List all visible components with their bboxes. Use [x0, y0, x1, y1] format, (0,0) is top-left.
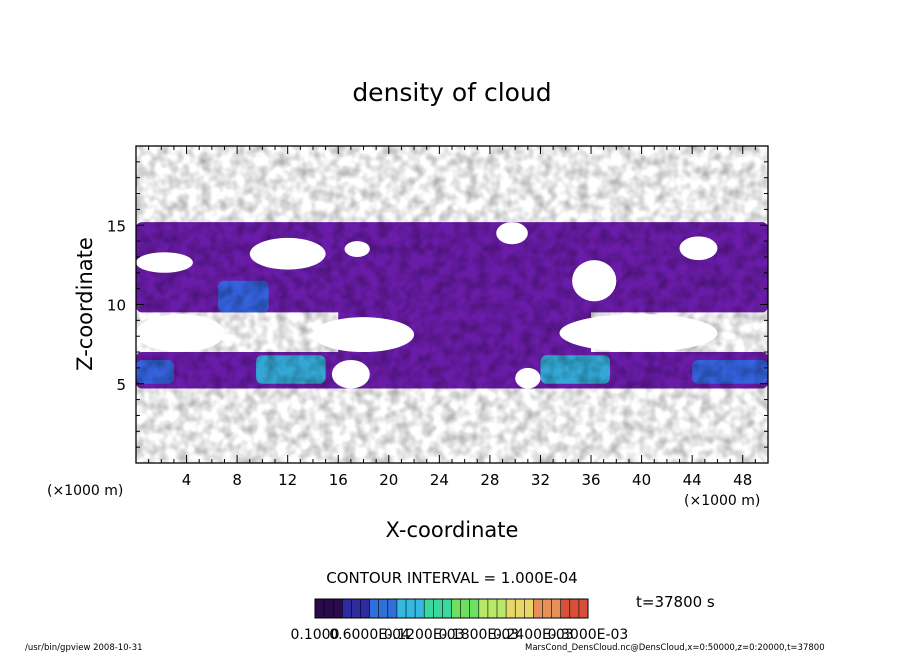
clear-gap-6: [344, 241, 370, 257]
colorbar-frame: [314, 598, 589, 619]
clear-gap-8: [572, 260, 617, 302]
x-tick-label: 44: [683, 471, 702, 489]
colorbar-label: 0.1800E-03: [438, 627, 519, 643]
colorbar-swatch: [460, 599, 470, 618]
colorbar-swatch: [542, 599, 552, 618]
x-axis: 4 8 12 16 20 24 28 32 36 40 44 48: [148, 146, 756, 489]
time-label: t=37800 s: [636, 593, 715, 611]
clear-gap-1: [312, 317, 415, 353]
colorbar-swatch: [360, 599, 370, 618]
clear-gap-10: [136, 252, 193, 273]
colorbar-swatch: [478, 599, 489, 618]
colorbar-swatch: [560, 599, 571, 618]
clear-gap-3: [331, 359, 370, 389]
y-tick-label: 10: [107, 297, 126, 315]
clear-gap-7: [496, 222, 528, 245]
colorbar-swatch: [324, 599, 334, 618]
colorbar-label: 0.6000E-04: [329, 627, 410, 643]
footer-program: /usr/bin/gpview 2008-10-31: [25, 643, 143, 653]
colorbar-label: 0.1000: [291, 627, 340, 643]
x-tick-label: 24: [430, 471, 449, 489]
x-tick-label: 16: [329, 471, 348, 489]
colorbar-label: 0.2400E-03: [493, 627, 574, 643]
clear-gap-4: [515, 367, 541, 389]
colorbar-swatch: [487, 599, 498, 618]
x-unit-right: (×1000 m): [684, 493, 760, 509]
colorbar-swatch: [578, 599, 589, 618]
y-tick-label: 15: [107, 217, 126, 235]
colorbar-swatch: [551, 599, 561, 618]
colorbar-swatch: [569, 599, 580, 618]
colorbar-swatch: [406, 599, 416, 618]
colorbar-swatch: [315, 599, 325, 618]
x-unit-left: (×1000 m): [47, 483, 123, 499]
colorbar-swatch: [333, 599, 343, 618]
colorbar-swatch: [497, 599, 507, 618]
colorbar-swatch: [369, 599, 379, 618]
colorbar-swatch: [515, 599, 525, 618]
colorbar-swatch: [506, 599, 516, 618]
colorbar-swatch: [451, 599, 461, 618]
clear-gap-2: [559, 314, 718, 353]
clear-gap-9: [679, 236, 718, 261]
colorbar-swatch: [469, 599, 480, 618]
x-tick-label: 40: [632, 471, 651, 489]
texture-overlay: [136, 146, 768, 463]
x-tick-label: 48: [733, 471, 752, 489]
x-axis-label: X-coordinate: [386, 518, 519, 542]
colorbar-labels: 0.10000.6000E-040.1200E-030.1800E-030.24…: [291, 627, 629, 643]
colorbar-swatch: [351, 599, 361, 618]
y-axis: 5 10 15: [107, 161, 768, 448]
colorbar-swatch: [524, 599, 534, 618]
y-tick-label: 5: [116, 376, 126, 394]
colorbar-swatch: [387, 599, 398, 618]
colorbar-swatch: [415, 599, 425, 618]
plot-area: [136, 146, 768, 463]
chart-title: density of cloud: [352, 78, 551, 107]
colorbar-swatch: [442, 599, 452, 618]
clear-gap-0: [136, 314, 225, 353]
footer-source: MarsCond_DensCloud.nc@DensCloud,x=0:5000…: [525, 643, 825, 653]
x-tick-label: 12: [278, 471, 297, 489]
colorbar-swatch: [433, 599, 443, 618]
x-tick-label: 28: [480, 471, 499, 489]
colorbar-swatch: [342, 599, 352, 618]
x-tick-label: 4: [182, 471, 192, 489]
clear-gap-5: [249, 237, 326, 270]
contour-interval: CONTOUR INTERVAL = 1.000E-04: [326, 569, 577, 587]
colorbar-label: 0.1200E-03: [384, 627, 465, 643]
colorbar-swatch: [396, 599, 407, 618]
colorbar-swatch: [533, 599, 543, 618]
colorbar: [314, 598, 589, 619]
colorbar-swatch: [378, 599, 389, 618]
clear-layer: [136, 222, 718, 389]
colorbar-label: 0.3000E-03: [548, 627, 629, 643]
x-tick-label: 20: [379, 471, 398, 489]
colorbar-swatch: [424, 599, 434, 618]
x-tick-label: 32: [531, 471, 550, 489]
x-tick-label: 36: [581, 471, 600, 489]
x-tick-label: 8: [232, 471, 242, 489]
y-axis-label: Z-coordinate: [73, 237, 97, 371]
